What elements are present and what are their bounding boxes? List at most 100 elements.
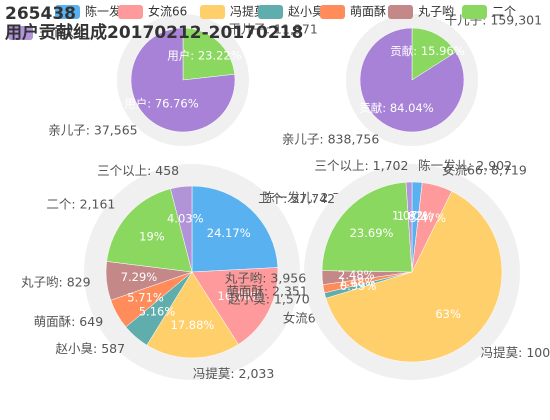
pie-slice [191, 267, 279, 345]
pies: 用户: 23.22% 干儿子: 11,371 用户: 76.76% 亲儿子: 37,5… [21, 12, 550, 381]
slice-percent-label: 7.29% [121, 270, 158, 284]
slice-label: 二个: 37,742 [258, 191, 335, 206]
slice-value: 829 [67, 274, 91, 289]
slice-label: 丸子哟: 829 [21, 274, 91, 289]
slice-value: 838,756 [328, 131, 380, 146]
pie-slice [321, 181, 413, 273]
slice-percent-label: 1.07% [392, 209, 429, 223]
slice-label: 亲儿子: 838,756 [282, 131, 379, 146]
label-separator: : [266, 291, 274, 306]
slice-percent-label: 贡献: 84.04% [359, 101, 433, 115]
label-separator: : [283, 191, 291, 206]
slice-percent-label: 2.48% [338, 268, 375, 282]
pie-slice [411, 27, 457, 81]
label-separator: : [483, 162, 491, 177]
slice-label: 陈一发儿: 2,902 [418, 158, 512, 173]
slice-label: 冯提莫: 100,359 [481, 344, 550, 359]
legend-label: 女流66 [148, 4, 187, 19]
slice-name: 亲儿子 [48, 122, 86, 137]
slice-value: 1,702 [373, 158, 409, 173]
legend-label: 冯提莫 [230, 4, 266, 19]
slice-label: 女流66: 8,719 [442, 162, 527, 177]
slice-percent-label: 16.76% [218, 289, 262, 303]
label-separator: : [86, 122, 94, 137]
slice-label: 赵小臭: 1,570 [228, 291, 310, 306]
label-separator: : [518, 344, 526, 359]
label-separator: : [93, 340, 101, 355]
legend-label: 三个以上 [38, 26, 86, 40]
slice-percent-label: 用户: 23.22% [167, 48, 241, 62]
slice-value: 458 [155, 162, 179, 177]
legend-swatch [320, 5, 345, 19]
slice-label: 二个: 2,161 [46, 196, 115, 211]
pie-slice [405, 181, 413, 273]
slice-name: 亲儿子 [282, 131, 320, 146]
slice-value: 2,351 [272, 283, 308, 298]
slice-value: 2,033 [239, 365, 275, 380]
legend-swatch [8, 26, 33, 40]
slice-name: 陈一发儿 [418, 158, 469, 173]
legend-label: 赵小臭 [288, 4, 324, 19]
pie-slice [182, 27, 235, 81]
slice-percent-label: 63% [435, 307, 461, 321]
chart-subtitle: 用户贡献组成20170212-20170218 [5, 22, 303, 43]
slice-label: 亲儿子: 37,565 [48, 122, 137, 137]
slice-label: 萌面酥: 649 [34, 314, 104, 329]
legend-swatch [55, 5, 80, 19]
slice-percent-label: 17.88% [171, 318, 215, 332]
pie-slice [170, 185, 193, 273]
pie-slice [359, 27, 465, 133]
pie-slice [106, 188, 193, 273]
label-separator: : [468, 158, 476, 173]
legend-swatch [258, 5, 283, 19]
slice-name: 萌面酥 [226, 283, 264, 298]
slice-percent-label: 24.17% [207, 226, 251, 240]
slice-percent-label: 19% [139, 229, 165, 243]
slice-label: 冯提莫: 2,033 [193, 365, 274, 380]
slice-name: 冯提莫 [481, 344, 519, 359]
slice-value: 8,719 [491, 162, 527, 177]
pie-slice [146, 271, 239, 359]
pie-slice [130, 27, 236, 133]
slice-value: 37,565 [94, 122, 138, 137]
slice-value: 100,359 [526, 344, 550, 359]
legend-swatch [118, 5, 143, 19]
legend-swatch [388, 5, 413, 19]
slice-name: 冯提莫 [193, 365, 231, 380]
slice-percent-label: 1.82% [397, 209, 434, 223]
label-separator: : [264, 283, 272, 298]
slice-value: 2,902 [476, 158, 512, 173]
label-separator: : [266, 21, 274, 36]
slice-value: 11,371 [274, 21, 318, 36]
label-separator: : [364, 158, 372, 173]
legend-swatch [200, 5, 225, 19]
slice-value: 587 [101, 340, 125, 355]
legend-label: 二个 [492, 5, 516, 19]
slice-value: 649 [79, 314, 103, 329]
slice-label: 三个以上: 1,702 [314, 158, 408, 173]
slice-label: 干儿子: 11,371 [228, 21, 317, 36]
label-separator: : [59, 274, 67, 289]
slice-percent-label: 贡献: 15.96% [390, 44, 464, 58]
legend-label: 萌面酥 [350, 5, 386, 19]
legend-label: 丸子哟 [418, 5, 454, 19]
chart-title: 265438 [5, 4, 76, 24]
label-separator: : [262, 270, 270, 285]
slice-label: 三个以上: 458 [97, 162, 179, 177]
slice-name: 三个以上 [97, 162, 147, 177]
slice-percent-label: 5.47% [409, 211, 446, 225]
slice-label: 萌面酥: 2,351 [226, 283, 308, 298]
label-separator: : [312, 190, 320, 205]
legend-swatch [462, 5, 487, 19]
slice-percent-label: 1.48% [339, 275, 376, 289]
label-separator: : [230, 365, 238, 380]
slice-value: 2,161 [80, 196, 116, 211]
slice-name: 女流66 [442, 162, 483, 177]
slice-name: 三个以上 [314, 158, 364, 173]
slice-value: 37,742 [291, 191, 335, 206]
slice-label: 赵小臭: 587 [56, 340, 126, 355]
slice-name: 二个 [46, 196, 72, 211]
slice-percent-label: 用户: 76.76% [124, 97, 198, 111]
